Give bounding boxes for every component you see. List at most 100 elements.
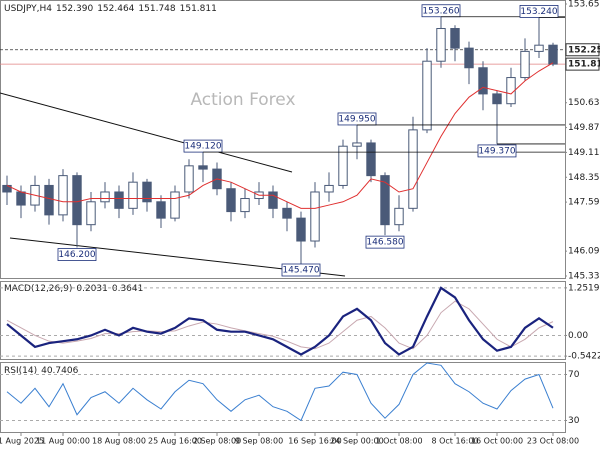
- macd-panel: [0, 281, 566, 360]
- annotation-box: [477, 144, 517, 158]
- candle-body: [394, 207, 404, 226]
- candle-body: [226, 188, 236, 213]
- x-tick-label: 23 Oct 08:00: [527, 437, 579, 446]
- x-tick-label: 8 Oct 16:00: [431, 437, 478, 446]
- candle-body: [450, 28, 460, 49]
- y-tick-label: 153.650: [568, 0, 600, 10]
- x-tick-label: 1 Oct 08:00: [375, 437, 422, 446]
- line: [6, 286, 554, 356]
- line: [6, 362, 554, 422]
- candle-body: [100, 191, 110, 203]
- symbol: USDJPY,H4: [4, 4, 52, 14]
- candle-body: [310, 191, 320, 242]
- candle-body: [128, 181, 138, 209]
- y-tick-label: 70: [568, 370, 580, 380]
- annotation: 146.200: [58, 250, 95, 260]
- x-tick-label: 2 Sep 08:00: [193, 437, 241, 446]
- candle-body: [72, 175, 82, 226]
- x-tick-label: 11 Aug 00:00: [36, 437, 90, 446]
- macd-value: 0.2031: [76, 284, 108, 294]
- y-tick-label: 149.870: [568, 123, 600, 133]
- rsi-title: RSI(14) 40.7406: [4, 366, 79, 376]
- line: [6, 300, 554, 350]
- candle-body: [170, 191, 180, 219]
- annotation-box: [281, 263, 321, 277]
- candle-body: [492, 93, 502, 105]
- x-tick-label: 16 Sep 16:00: [288, 437, 341, 446]
- y-tick-label: 149.110: [568, 148, 600, 158]
- low: 151.748: [138, 4, 175, 14]
- x-tick-label: 1 Aug 2025: [0, 437, 44, 446]
- candle-body: [324, 184, 334, 193]
- candle-body: [464, 47, 474, 69]
- annotation-box: [365, 235, 405, 249]
- rsi-panel: [0, 362, 566, 433]
- x-tick-label: 16 Oct 00:00: [471, 437, 523, 446]
- candle-body: [282, 207, 292, 219]
- close: 151.811: [180, 4, 217, 14]
- candle-body: [478, 67, 488, 95]
- trendline: [0, 92, 293, 173]
- annotation: 149.950: [338, 114, 375, 124]
- y-tick-label: 0.00: [568, 331, 588, 341]
- macd-name: MACD(12,26,9): [4, 284, 72, 294]
- y-tick-label: 1.2519: [568, 283, 600, 293]
- annotation: 153.260: [422, 6, 459, 16]
- x-tick-label: 18 Aug 08:00: [92, 437, 146, 446]
- candle-body: [422, 60, 432, 131]
- price-panel: [0, 0, 566, 279]
- candle-body: [156, 201, 166, 219]
- candle-body: [352, 142, 362, 147]
- price-box: [565, 43, 600, 57]
- header: USDJPY,H4 152.390 152.464 151.748 151.811: [4, 4, 217, 14]
- candle-body: [86, 201, 96, 226]
- candle-body: [268, 191, 278, 209]
- y-tick-label: 150.630: [568, 98, 600, 108]
- price-label: 151.811: [568, 60, 600, 70]
- macd-title: MACD(12,26,9) 0.2031 0.3641: [4, 284, 143, 294]
- annotation: 153.240: [520, 7, 557, 17]
- candle-body: [114, 191, 124, 209]
- high: 152.464: [97, 4, 134, 14]
- y-tick-label: 148.350: [568, 173, 600, 183]
- candle-body: [338, 145, 348, 186]
- candle-body: [44, 184, 54, 216]
- x-tick-label: 25 Aug 16:00: [148, 437, 202, 446]
- watermark: Action Forex: [190, 90, 295, 110]
- candle-body: [548, 44, 558, 65]
- candle-body: [366, 142, 376, 177]
- open: 152.390: [56, 4, 93, 14]
- y-tick-label: 145.330: [568, 272, 600, 282]
- x-tick-label: 24 Sep 00:00: [330, 437, 383, 446]
- candle-body: [240, 198, 250, 213]
- candle-body: [16, 191, 26, 206]
- y-tick-label: -0.5422: [568, 352, 600, 362]
- annotation: 149.370: [478, 146, 515, 156]
- line: [6, 62, 554, 209]
- annotation: 146.580: [366, 238, 403, 248]
- signal-value: 0.3641: [112, 284, 144, 294]
- candle-body: [184, 165, 194, 193]
- y-tick-label: 30: [568, 416, 580, 426]
- candle-body: [58, 175, 68, 216]
- candle-body: [520, 50, 530, 79]
- candle-body: [408, 129, 418, 209]
- candle-body: [534, 44, 544, 52]
- rsi-name: RSI(14): [4, 366, 37, 376]
- annotation-box: [57, 248, 97, 261]
- annotation: 149.120: [184, 142, 221, 152]
- candle-body: [296, 217, 306, 242]
- candle-body: [198, 165, 208, 170]
- rsi-value: 40.7406: [41, 366, 78, 376]
- y-tick-label: 146.090: [568, 247, 600, 257]
- y-tick-label: 147.590: [568, 198, 600, 208]
- annotation: 145.470: [282, 266, 319, 276]
- price-label: 152.250: [568, 45, 600, 55]
- candle-body: [380, 175, 390, 226]
- candle-body: [142, 181, 152, 203]
- candle-body: [436, 28, 446, 62]
- price-box: [565, 57, 600, 71]
- x-tick-label: 9 Sep 08:00: [235, 437, 283, 446]
